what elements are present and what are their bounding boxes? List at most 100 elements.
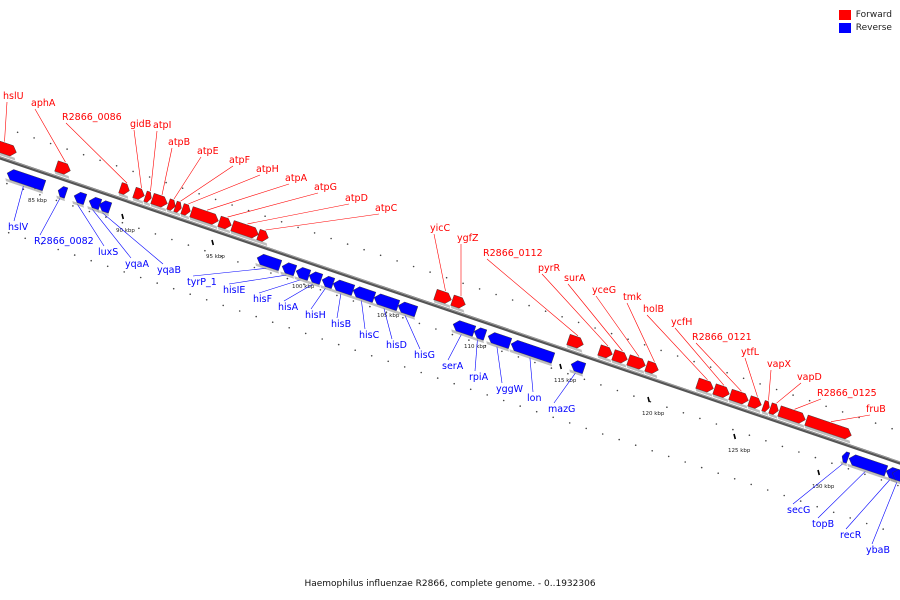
leader-line-forward <box>65 122 128 184</box>
gene-label-forward: surA <box>564 273 586 284</box>
gene-label-reverse: yggW <box>496 384 524 395</box>
gene-arrow-shadow <box>320 285 332 292</box>
gene-label-forward: atpH <box>256 164 279 175</box>
minor-tick-dot <box>88 210 91 213</box>
gene-arrow <box>351 286 377 306</box>
minor-tick-dot <box>567 372 569 375</box>
scale-tick-label: 105 kbp <box>377 313 400 319</box>
legend: Forward Reverse <box>838 10 892 36</box>
leader-line-forward <box>626 302 655 362</box>
gene-arrow <box>97 200 113 217</box>
gene-arrow-shadow <box>189 217 218 230</box>
forward-swatch <box>838 10 851 20</box>
leader-line-reverse <box>845 479 891 530</box>
minor-tick-dot <box>759 383 761 385</box>
gene-label-reverse: yqaA <box>125 259 149 270</box>
gene-arrow <box>180 203 191 220</box>
minor-tick-dot <box>55 199 58 202</box>
minor-tick-dot <box>733 478 736 480</box>
gene-label-forward: ygfZ <box>457 233 479 244</box>
minor-tick-dot <box>237 261 239 263</box>
gene-arrow-body <box>804 414 852 440</box>
minor-tick-dot <box>403 366 406 368</box>
gene-arrow <box>166 198 176 215</box>
minor-tick-dot <box>156 282 158 284</box>
minor-tick-dot <box>396 260 398 262</box>
minor-tick-dot <box>352 300 355 302</box>
gene-arrow <box>728 388 749 409</box>
minor-tick-dot <box>297 226 299 229</box>
gene-label-forward: atpE <box>197 146 219 157</box>
gene-arrow-body <box>230 220 259 239</box>
minor-tick-dot <box>7 231 10 234</box>
minor-tick-dot <box>552 416 554 419</box>
minor-tick-dot <box>33 137 35 139</box>
gene-arrow-body <box>0 137 17 157</box>
gene-label-forward: atpI <box>153 120 171 131</box>
scale-tick-label: 110 kbp <box>464 344 487 350</box>
leader-line-reverse <box>92 209 132 259</box>
minor-tick-dots <box>6 131 899 530</box>
minor-tick-dot <box>264 215 266 217</box>
minor-tick-dot <box>172 287 175 290</box>
gene-arrow <box>768 402 779 419</box>
gene-label-reverse: hisH <box>305 310 326 321</box>
gene-arrow-body <box>143 190 152 203</box>
gene-arrow-body <box>217 215 232 230</box>
leader-line-reverse <box>102 212 164 265</box>
legend-forward-label: Forward <box>855 10 892 20</box>
minor-tick-dot <box>616 389 619 392</box>
minor-tick-dot <box>682 412 685 414</box>
leader-line-forward <box>206 183 290 211</box>
gene-label-forward: holB <box>643 304 664 315</box>
minor-tick-dot <box>511 299 514 301</box>
minor-tick-dot <box>379 254 382 257</box>
gene-arrow-body <box>597 344 613 359</box>
minor-tick-dot <box>369 305 371 308</box>
gene-arrow-shadow <box>256 239 268 246</box>
leader-line-forward <box>133 129 142 189</box>
minor-tick-dot <box>82 153 85 156</box>
gene-arrow <box>173 200 182 217</box>
minor-tick-dot <box>280 221 283 223</box>
minor-tick-dot <box>402 317 404 319</box>
gene-arrow <box>695 377 714 397</box>
minor-tick-dot <box>204 249 206 252</box>
gene-arrow-body <box>118 182 130 195</box>
minor-tick-dot <box>519 405 521 407</box>
minor-tick-dot <box>40 243 43 245</box>
gene-arrow-shadow <box>217 226 231 234</box>
gene-label-reverse: mazG <box>548 404 575 415</box>
minor-tick-dot <box>330 237 332 240</box>
minor-tick-dot <box>22 188 25 190</box>
gene-label-forward: R2866_0121 <box>692 332 752 343</box>
minor-tick-dot <box>501 350 503 353</box>
gene-label-forward: atpG <box>314 182 337 193</box>
minor-tick-dot <box>171 238 173 241</box>
gene-arrow-body <box>132 186 145 200</box>
gene-arrow-body <box>510 340 556 364</box>
minor-tick-dot <box>253 266 256 269</box>
minor-tick-dot <box>214 198 217 201</box>
genome-backbone-line <box>0 156 900 465</box>
minor-tick-dot <box>781 445 784 448</box>
gene-arrow-body <box>6 169 47 192</box>
gene-label-forward: yicC <box>430 223 450 234</box>
minor-tick-dot <box>148 176 151 178</box>
gene-label-reverse: secG <box>787 505 810 516</box>
leader-line-forward <box>265 213 380 231</box>
minor-tick-dot <box>39 194 41 196</box>
leader-line-forward <box>433 233 446 292</box>
gene-arrow-shadow <box>486 341 509 352</box>
gene-arrow-body <box>173 200 182 213</box>
minor-tick-dot <box>864 473 866 476</box>
minor-tick-dot <box>676 355 679 357</box>
minor-tick-dot <box>577 321 580 324</box>
leader-line-reverse <box>258 279 301 294</box>
minor-tick-dot <box>57 248 59 251</box>
minor-tick-dot <box>643 344 646 346</box>
minor-tick-dot <box>220 255 223 258</box>
gene-arrow-shadow <box>728 399 748 409</box>
minor-tick-dot <box>238 310 241 312</box>
minor-tick-dot <box>24 237 27 240</box>
